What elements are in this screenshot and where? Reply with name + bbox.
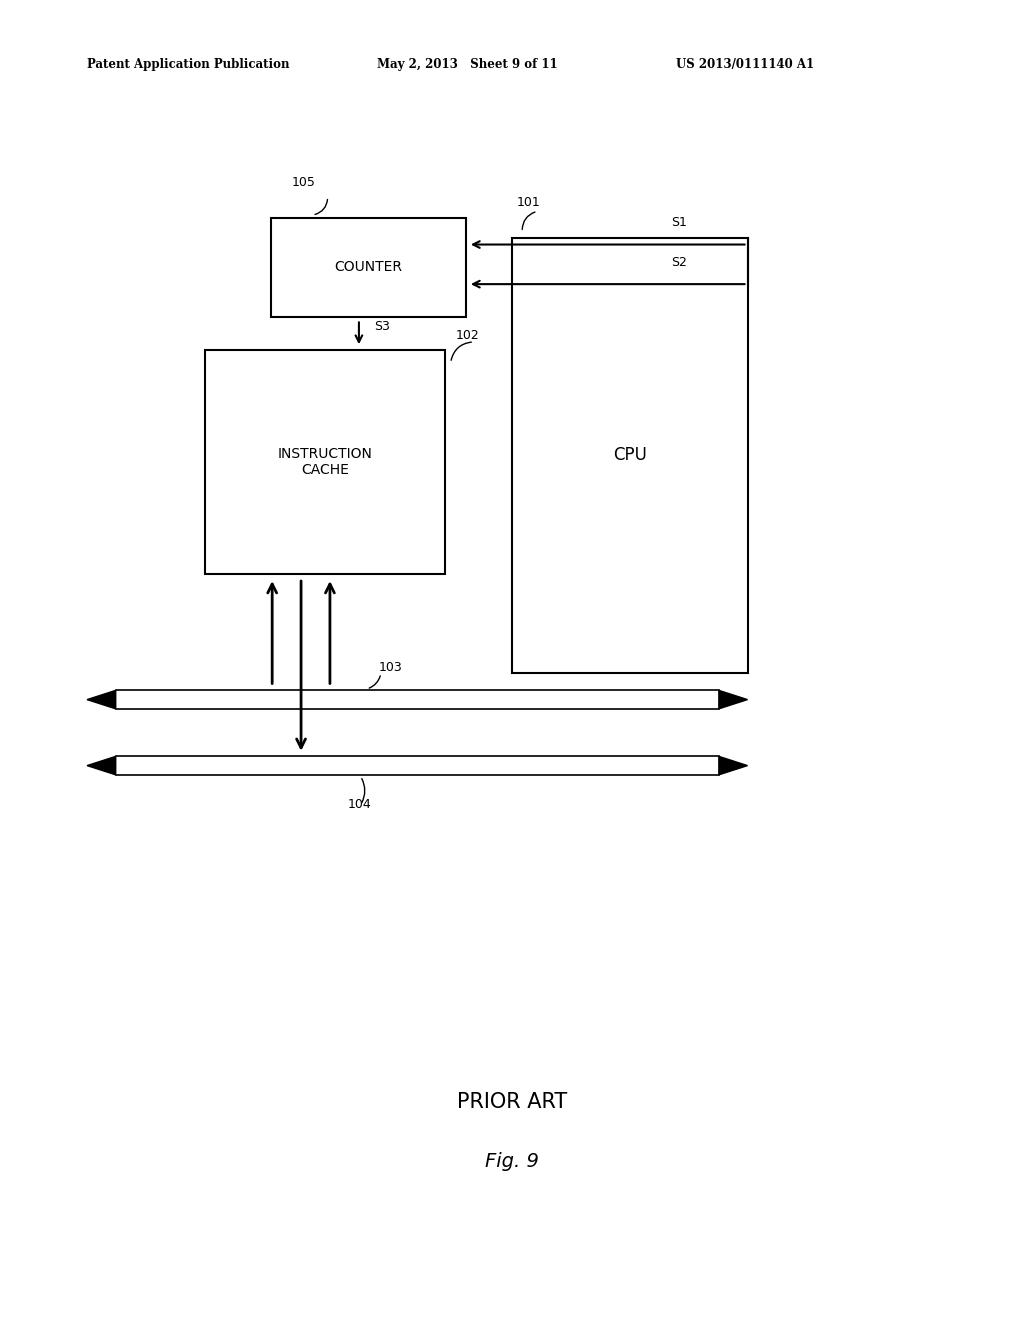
Text: S2: S2: [671, 256, 687, 269]
FancyArrowPatch shape: [452, 342, 471, 360]
Text: Fig. 9: Fig. 9: [485, 1152, 539, 1171]
Polygon shape: [719, 756, 748, 775]
Text: S3: S3: [375, 321, 390, 333]
Text: COUNTER: COUNTER: [335, 260, 402, 275]
Polygon shape: [719, 690, 748, 709]
FancyArrowPatch shape: [361, 779, 365, 803]
Text: CPU: CPU: [612, 446, 647, 465]
Polygon shape: [87, 756, 116, 775]
FancyArrowPatch shape: [315, 199, 328, 214]
FancyArrowPatch shape: [522, 213, 535, 230]
FancyArrowPatch shape: [370, 676, 380, 688]
Text: Patent Application Publication: Patent Application Publication: [87, 58, 290, 71]
Bar: [205, 350, 445, 574]
Bar: [512, 238, 748, 673]
Text: PRIOR ART: PRIOR ART: [457, 1092, 567, 1113]
Text: S1: S1: [671, 216, 687, 230]
Text: 104: 104: [348, 797, 372, 810]
Text: US 2013/0111140 A1: US 2013/0111140 A1: [676, 58, 814, 71]
Text: May 2, 2013   Sheet 9 of 11: May 2, 2013 Sheet 9 of 11: [377, 58, 557, 71]
Text: INSTRUCTION
CACHE: INSTRUCTION CACHE: [278, 447, 373, 477]
Text: 101: 101: [517, 195, 541, 209]
Text: 105: 105: [292, 176, 315, 189]
Polygon shape: [87, 690, 116, 709]
Text: 102: 102: [456, 329, 479, 342]
Text: 103: 103: [379, 660, 402, 673]
Bar: [271, 218, 466, 317]
